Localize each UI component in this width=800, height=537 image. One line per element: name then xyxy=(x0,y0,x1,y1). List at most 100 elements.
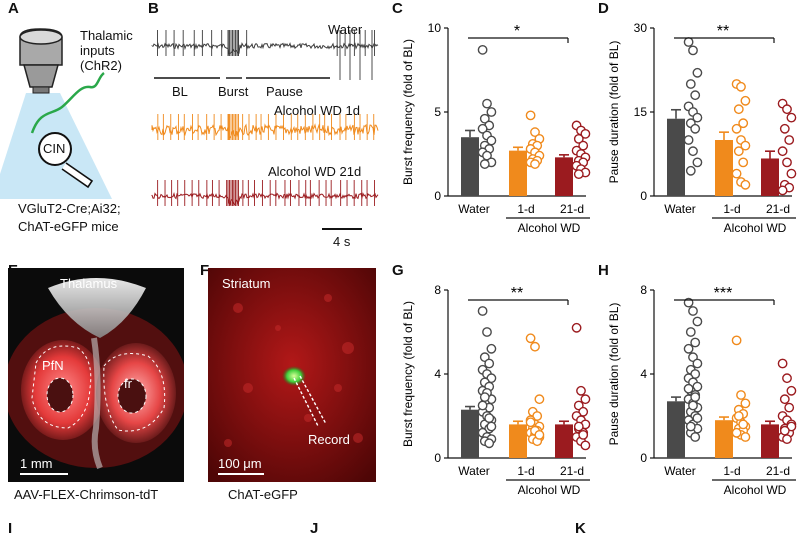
bar-Water xyxy=(461,137,479,196)
data-point xyxy=(479,113,490,124)
data-point xyxy=(477,44,488,55)
record-label: Record xyxy=(308,432,350,447)
data-point xyxy=(573,133,584,144)
data-point xyxy=(580,440,591,451)
striatum-caption: ChAT-eGFP xyxy=(228,487,298,502)
data-point xyxy=(580,394,591,405)
cin-label: CIN xyxy=(43,141,66,156)
data-point xyxy=(685,327,696,337)
chart-c-burst-frequency: Burst frequency (fold of BL) 0 5 10 Water 1-d… xyxy=(401,21,591,235)
data-point xyxy=(740,179,751,190)
data-point xyxy=(782,373,792,384)
x-tick-label: 21-d xyxy=(560,464,584,478)
data-point xyxy=(782,434,792,445)
x-tick-label: 1-d xyxy=(723,202,740,216)
data-point xyxy=(534,394,545,405)
group-label: Alcohol WD xyxy=(724,483,787,497)
segment-label-pause: Pause xyxy=(266,84,303,99)
x-tick-label: 1-d xyxy=(517,202,534,216)
data-point xyxy=(731,427,742,438)
bar-Water xyxy=(667,401,685,458)
data-point xyxy=(688,306,698,316)
cin-cell-icon xyxy=(38,132,72,166)
data-point xyxy=(736,81,746,92)
significance-mark: * xyxy=(514,23,520,40)
data-point xyxy=(690,123,701,134)
data-point xyxy=(779,425,790,436)
trace-label-wd21: Alcohol WD 21d xyxy=(268,164,362,179)
significance-mark: *** xyxy=(714,285,733,302)
x-tick-label: 1-d xyxy=(723,464,740,478)
data-point xyxy=(525,110,536,121)
x-tick-label: 1-d xyxy=(517,464,534,478)
y-tick-label: 10 xyxy=(428,21,442,35)
thalamus-caption: AAV-FLEX-Chrimson-tdT xyxy=(14,487,159,502)
y-tick-label: 15 xyxy=(634,105,648,119)
data-point xyxy=(690,337,701,348)
data-point xyxy=(777,358,788,369)
y-axis-label: Pause duration (fold of BL) xyxy=(607,41,621,184)
bar-21-d xyxy=(761,158,779,196)
data-point xyxy=(733,411,744,421)
data-point xyxy=(692,413,703,424)
data-point xyxy=(530,159,540,169)
chart-g-burst-frequency: Burst frequency (fold of BL) 0 4 8 Water 1-d 2… xyxy=(401,283,591,497)
data-point xyxy=(740,432,751,442)
data-point xyxy=(692,67,703,78)
data-point xyxy=(525,333,536,344)
region-label-pfn: PfN xyxy=(42,358,64,373)
data-point xyxy=(683,343,694,354)
data-point xyxy=(784,135,795,145)
chart-h-pause-duration: Pause duration (fold of BL) 0 4 8 Water 1-d 21… xyxy=(607,283,797,497)
data-point xyxy=(486,421,497,432)
data-point xyxy=(685,79,696,89)
x-tick-label: 21-d xyxy=(766,202,790,216)
data-point xyxy=(738,419,749,430)
y-tick-label: 4 xyxy=(640,367,647,381)
data-point xyxy=(786,112,797,123)
panel-e-thalamus-image xyxy=(8,268,184,482)
y-axis-label: Burst frequency (fold of BL) xyxy=(401,301,415,447)
bar-1-d xyxy=(509,424,527,458)
data-point xyxy=(477,123,488,134)
data-point xyxy=(688,400,698,411)
data-point xyxy=(690,90,701,101)
region-label-fr: fr xyxy=(124,376,132,391)
group-label: Alcohol WD xyxy=(724,221,787,235)
y-tick-label: 8 xyxy=(640,283,647,297)
data-point xyxy=(736,390,746,400)
striatum-scalebar-label: 100 μm xyxy=(218,456,262,471)
data-point xyxy=(477,306,488,316)
data-point xyxy=(573,169,584,180)
y-tick-label: 30 xyxy=(634,21,648,35)
trace-2-baseline xyxy=(151,192,379,206)
panel-letter-h: H xyxy=(598,262,609,279)
x-tick-label: 21-d xyxy=(766,464,790,478)
data-point xyxy=(688,146,698,157)
data-point xyxy=(782,157,792,168)
gfp-cell xyxy=(282,366,306,386)
data-point xyxy=(482,98,492,109)
data-point xyxy=(777,146,788,157)
thalamus-title: Thalamus xyxy=(60,276,118,291)
data-point xyxy=(688,45,698,56)
data-point xyxy=(486,343,497,354)
data-point xyxy=(692,316,703,327)
x-tick-label: Water xyxy=(664,202,696,216)
data-point xyxy=(484,438,495,449)
y-tick-label: 0 xyxy=(434,189,441,203)
group-label: Alcohol WD xyxy=(518,483,581,497)
data-point xyxy=(477,400,488,411)
y-tick-label: 0 xyxy=(640,451,647,465)
data-point xyxy=(786,168,797,179)
bar-21-d xyxy=(555,157,573,196)
data-point xyxy=(692,157,703,168)
time-scalebar-label: 4 s xyxy=(333,234,351,249)
data-point xyxy=(738,157,749,168)
panel-letter-j: J xyxy=(310,520,319,537)
trace-label-wd1: Alcohol WD 1d xyxy=(274,103,360,118)
panel-letter-g: G xyxy=(392,262,404,279)
y-tick-label: 0 xyxy=(640,189,647,203)
data-point xyxy=(580,128,591,139)
data-point xyxy=(733,104,744,115)
